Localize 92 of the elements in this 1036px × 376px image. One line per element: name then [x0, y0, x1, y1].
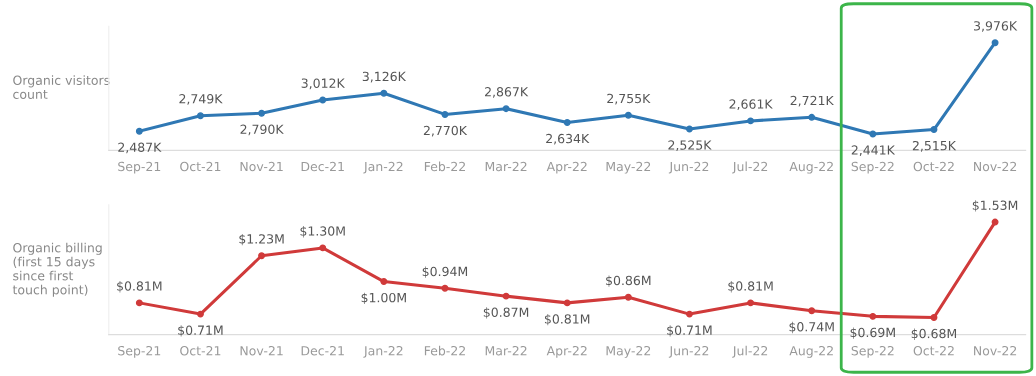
- point: [869, 130, 877, 138]
- x-tick-label: Dec-21: [301, 345, 344, 356]
- x-tick-label: Jun-22: [668, 161, 709, 174]
- data-label: 2,634K: [546, 133, 590, 145]
- point: [869, 312, 877, 320]
- data-label: 2,661K: [729, 99, 773, 111]
- x-tick-label: Oct-21: [180, 345, 221, 356]
- point: [808, 307, 816, 315]
- data-label: $1.00M: [361, 292, 406, 305]
- x-tick-label: Jan-22: [363, 345, 403, 358]
- x-tick-label: Jul-22: [732, 345, 768, 358]
- data-label: 2,515K: [912, 140, 957, 152]
- data-label: 2,441K: [851, 145, 896, 157]
- data-label: 2,749K: [179, 94, 223, 105]
- point: [380, 278, 388, 286]
- x-tick-label: Sep-21: [118, 345, 161, 358]
- point: [441, 110, 449, 118]
- x-tick-label: Aug-22: [789, 345, 833, 358]
- point: [991, 218, 999, 226]
- point: [563, 299, 571, 307]
- data-label: 2,487K: [118, 142, 162, 154]
- x-tick-label: Nov-22: [974, 345, 1017, 356]
- point: [258, 109, 266, 117]
- data-label: 3,126K: [362, 71, 407, 83]
- point: [258, 252, 266, 260]
- x-tick-label: Mar-22: [485, 161, 527, 172]
- x-tick-label: Jun-22: [668, 345, 709, 358]
- point: [747, 299, 755, 307]
- x-tick-label: Aug-22: [789, 161, 833, 174]
- x-tick-label: Feb-22: [424, 345, 465, 356]
- data-label: $1.23M: [239, 233, 284, 246]
- x-tick-label: Oct-22: [913, 161, 954, 172]
- point: [135, 127, 143, 135]
- point: [135, 299, 143, 307]
- point: [991, 39, 999, 47]
- data-label: $1.53M: [972, 200, 1018, 212]
- x-tick-label: Jan-22: [363, 161, 403, 174]
- data-label: $0.87M: [483, 307, 529, 319]
- data-label: $0.71M: [178, 325, 223, 337]
- point: [196, 112, 204, 120]
- point: [441, 284, 449, 292]
- y-axis-title: Organic billing (first 15 days since first touch point): [12, 242, 102, 297]
- data-label: $0.94M: [422, 266, 468, 278]
- data-label: $0.81M: [544, 313, 590, 326]
- x-tick-label: Sep-22: [851, 345, 894, 358]
- x-tick-label: Nov-22: [974, 161, 1017, 172]
- data-label: 3,976K: [974, 21, 1018, 32]
- data-label: $0.68M: [911, 328, 957, 340]
- data-label: 2,867K: [485, 87, 529, 98]
- data-label: $0.81M: [728, 281, 773, 293]
- data-label: 2,770K: [423, 125, 468, 137]
- data-label: $0.81M: [117, 281, 162, 293]
- x-tick-label: Oct-21: [180, 161, 221, 172]
- data-label: 2,790K: [240, 124, 284, 136]
- point: [685, 310, 693, 318]
- data-label: 2,721K: [790, 95, 834, 107]
- data-label: 3,012K: [301, 78, 345, 90]
- point: [930, 313, 938, 321]
- data-label: $0.69M: [850, 327, 895, 339]
- data-label: $0.71M: [667, 325, 712, 337]
- point: [624, 293, 632, 301]
- point: [380, 89, 388, 97]
- data-label: $1.30M: [300, 226, 345, 238]
- x-tick-label: Apr-22: [546, 161, 587, 174]
- point: [685, 125, 693, 133]
- data-label: $0.74M: [789, 321, 834, 334]
- point: [624, 111, 632, 119]
- point: [502, 105, 510, 113]
- point: [196, 310, 204, 318]
- point: [930, 126, 938, 134]
- point: [502, 292, 510, 300]
- point: [747, 117, 755, 125]
- data-label: $0.86M: [606, 275, 651, 287]
- point: [319, 244, 327, 252]
- x-tick-label: Mar-22: [485, 345, 527, 356]
- x-tick-label: Sep-22: [851, 161, 894, 174]
- data-label: 2,525K: [668, 140, 712, 152]
- x-tick-label: Oct-22: [913, 345, 954, 356]
- x-tick-label: Dec-21: [301, 161, 344, 172]
- data-label: 2,755K: [607, 93, 651, 105]
- point: [563, 119, 571, 126]
- y-axis-title: Organic visitors count: [13, 75, 110, 99]
- x-tick-label: Nov-21: [240, 345, 283, 356]
- point: [808, 113, 816, 121]
- x-tick-label: May-22: [606, 345, 651, 358]
- x-tick-label: Apr-22: [546, 345, 587, 358]
- x-tick-label: Sep-21: [118, 161, 161, 174]
- x-tick-label: Jul-22: [732, 161, 768, 174]
- point: [319, 96, 327, 104]
- x-tick-label: May-22: [606, 161, 651, 174]
- x-tick-label: Nov-21: [240, 161, 283, 172]
- x-tick-label: Feb-22: [424, 161, 465, 172]
